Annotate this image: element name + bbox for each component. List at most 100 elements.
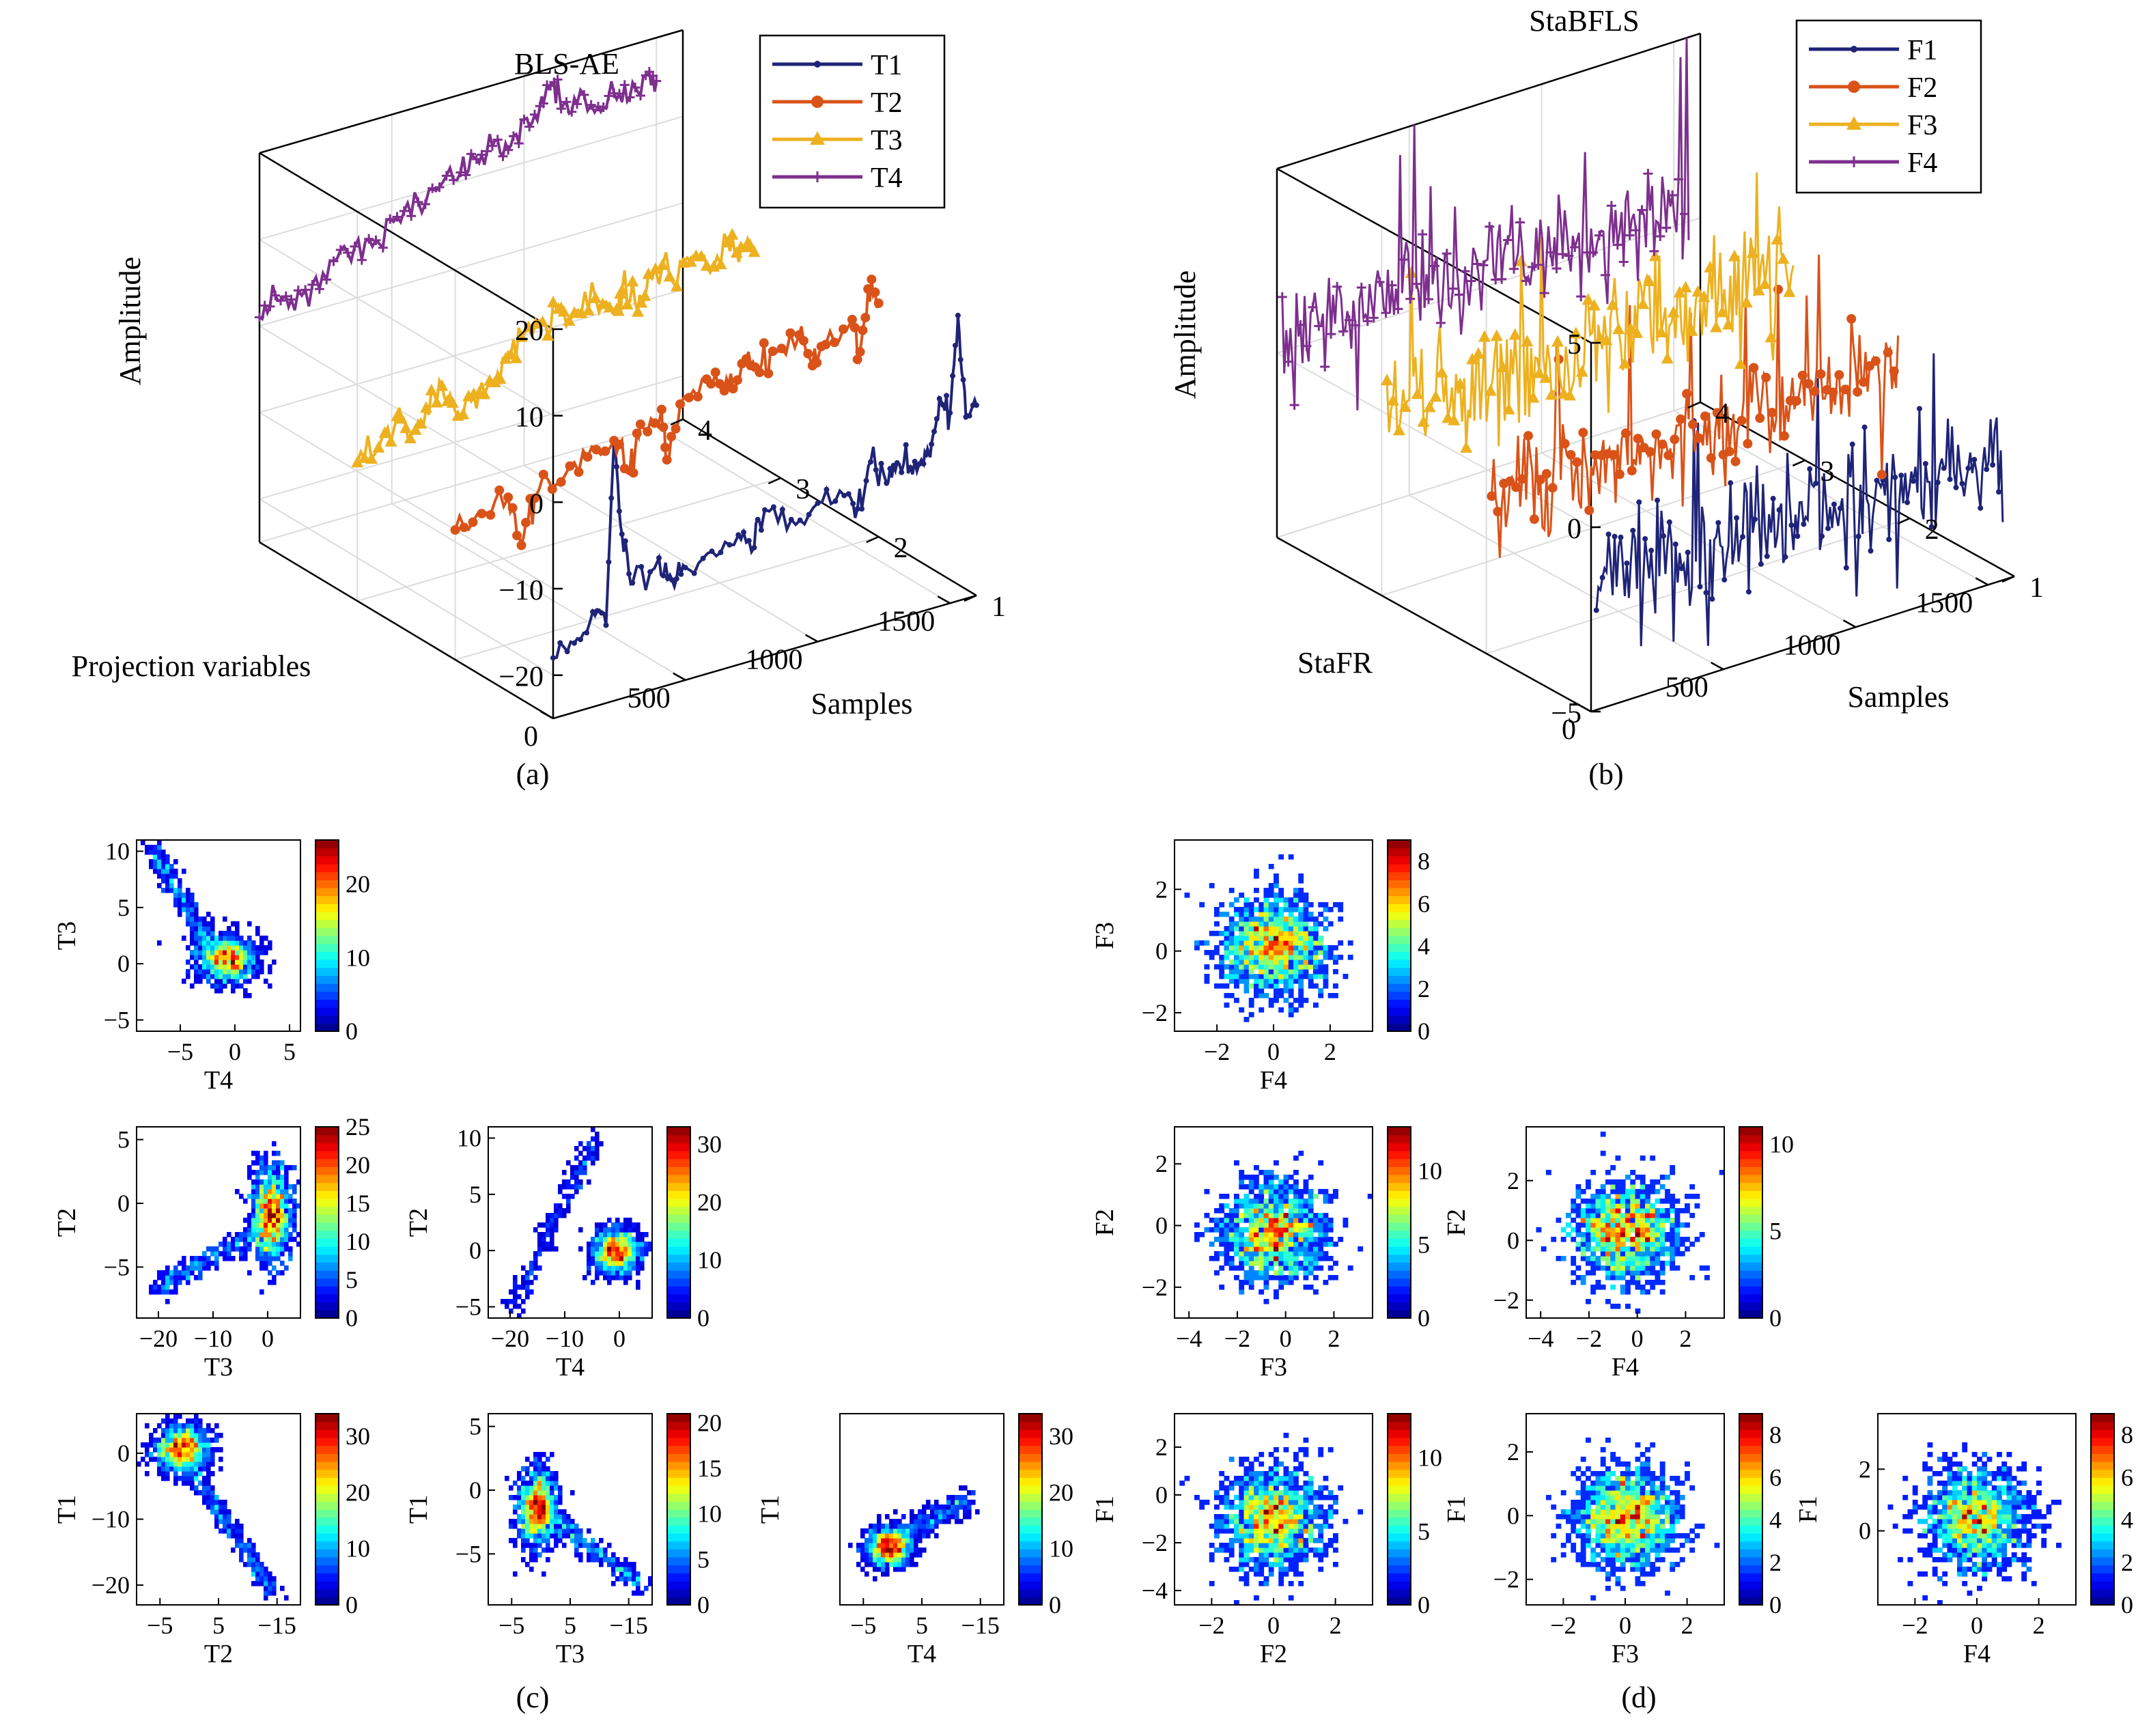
heatmap-cell xyxy=(1239,1261,1245,1266)
series-point-f3 xyxy=(1490,329,1503,341)
series-point-f2 xyxy=(1493,507,1503,517)
heatmap-cell xyxy=(1248,1461,1254,1467)
heatmap-cell xyxy=(537,1543,542,1548)
heatmap-cell xyxy=(1303,1452,1309,1457)
heatmap-cell xyxy=(905,1538,910,1543)
series-point-f1 xyxy=(1685,549,1691,555)
heatmap-cell xyxy=(1580,1213,1586,1218)
heatmap-cell xyxy=(1274,1485,1279,1491)
heatmap-cell xyxy=(219,1433,223,1438)
heatmap-cell xyxy=(1283,1175,1289,1180)
y-tick-label: −2 xyxy=(1142,1274,1168,1301)
heatmap-cell xyxy=(251,1208,256,1214)
heatmap-cell xyxy=(554,1481,559,1486)
heatmap-cell xyxy=(157,1466,162,1472)
heatmap-cell xyxy=(210,983,215,989)
colorbar-tick-label: 5 xyxy=(697,1545,709,1573)
heatmap-cell xyxy=(1239,1500,1245,1505)
heatmap-cell xyxy=(231,1246,236,1252)
heatmap-cell xyxy=(1239,955,1245,960)
heatmap-cell xyxy=(272,1213,277,1218)
heatmap-cell xyxy=(1308,1481,1314,1486)
heatmap-cell xyxy=(1327,1227,1334,1233)
heatmap-cell xyxy=(1293,1466,1299,1472)
heatmap-cell xyxy=(537,1519,542,1524)
heatmap-cell xyxy=(239,1256,244,1261)
heatmap-cell xyxy=(1224,974,1230,979)
heatmap-cell xyxy=(517,1528,522,1534)
heatmap-cell xyxy=(255,1151,260,1156)
heatmap-cell xyxy=(918,1548,923,1553)
heatmap-cell xyxy=(1313,1256,1319,1261)
heatmap-cell xyxy=(1214,1490,1220,1496)
heatmap-cell xyxy=(239,1538,244,1543)
heatmap-cell xyxy=(1605,1232,1611,1237)
heatmap-cell xyxy=(1620,1562,1626,1567)
heatmap-cell xyxy=(607,1543,612,1548)
heatmap-cell xyxy=(186,1452,191,1457)
heatmap-cell xyxy=(1259,1548,1265,1553)
heatmap-cell xyxy=(1685,1246,1690,1252)
heatmap-cell xyxy=(546,1222,550,1228)
heatmap-cell xyxy=(255,1232,260,1237)
heatmap-cell xyxy=(599,1270,604,1276)
heatmap-cell xyxy=(1670,1194,1676,1199)
heatmap-cell xyxy=(247,1227,252,1233)
heatmap-cell xyxy=(1224,993,1230,998)
heatmap-cell xyxy=(206,1485,211,1491)
heatmap-cell xyxy=(1228,1242,1235,1247)
heatmap-cell xyxy=(885,1533,890,1539)
heatmap-cell xyxy=(1571,1270,1577,1276)
heatmap-cell xyxy=(905,1548,910,1553)
heatmap-cell xyxy=(1254,1213,1259,1218)
colorbar-band xyxy=(1739,1175,1762,1184)
heatmap-cell xyxy=(259,1251,264,1257)
heatmap-cell xyxy=(1313,1242,1319,1247)
heatmap-cell xyxy=(1288,897,1294,903)
heatmap-cell xyxy=(1595,1189,1601,1194)
heatmap-cell xyxy=(1228,1208,1235,1214)
heatmap-cell xyxy=(1268,1246,1274,1252)
heatmap-cell xyxy=(1566,1533,1571,1539)
heatmap-cell xyxy=(157,845,162,850)
heatmap-cell xyxy=(1243,897,1250,903)
heatmap-cell xyxy=(214,1504,219,1510)
series-point-f2 xyxy=(1682,389,1692,399)
heatmap-cell xyxy=(182,1270,186,1276)
heatmap-cell xyxy=(1323,1251,1329,1257)
colorbar-band xyxy=(1388,1214,1411,1223)
heatmap-cell xyxy=(173,893,178,898)
heatmap-cell xyxy=(615,1562,620,1567)
heatmap-cell xyxy=(537,1466,542,1472)
heatmap-cell xyxy=(1655,1538,1661,1543)
colorbar-band xyxy=(1388,1294,1411,1303)
heatmap-cell xyxy=(210,916,215,922)
heatmap-cell xyxy=(591,1127,595,1132)
heatmap-cell xyxy=(1278,1007,1284,1013)
heatmap-cell xyxy=(587,1156,591,1161)
heatmap-cell xyxy=(1259,964,1265,970)
heatmap-cell xyxy=(1239,1504,1245,1510)
heatmap-cell xyxy=(165,1433,170,1438)
heatmap-cell xyxy=(1219,1285,1225,1290)
heatmap-cell xyxy=(1674,1199,1681,1204)
heatmap-cell xyxy=(1600,1218,1606,1223)
colorbar-band xyxy=(1739,1214,1762,1223)
heatmap-cell xyxy=(1650,1543,1656,1548)
heatmap-cell xyxy=(198,1466,203,1472)
heatmap-cell xyxy=(546,1495,550,1500)
heatmap-cell xyxy=(619,1562,624,1567)
colorbar-band xyxy=(1019,1581,1042,1590)
heatmap-cell xyxy=(227,974,231,979)
heatmap-cell xyxy=(1228,936,1235,941)
heatmap-cell xyxy=(1575,1246,1581,1252)
heatmap-cell xyxy=(198,1447,203,1453)
heatmap-cell xyxy=(1595,1208,1601,1214)
heatmap-cell xyxy=(1259,1528,1265,1534)
heatmap-cell xyxy=(149,1433,154,1438)
heatmap-cell xyxy=(1303,974,1309,979)
heatmap-cell xyxy=(1239,1175,1245,1180)
heatmap-cell xyxy=(194,1433,199,1438)
series-point-f1 xyxy=(1886,536,1892,542)
heatmap-cell xyxy=(1645,1213,1650,1218)
